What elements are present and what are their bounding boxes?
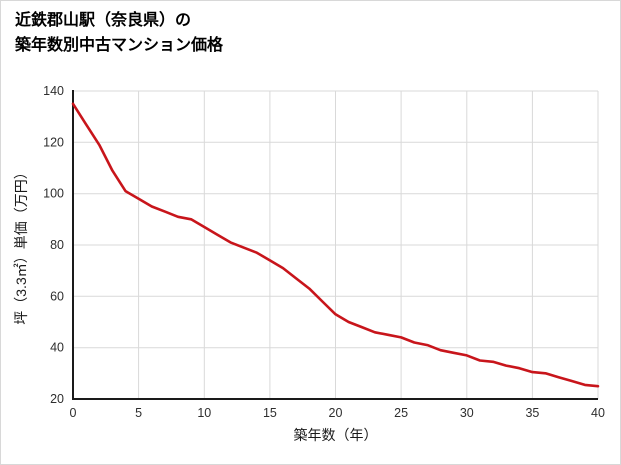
svg-text:15: 15 — [263, 406, 277, 420]
svg-text:0: 0 — [70, 406, 77, 420]
svg-text:10: 10 — [197, 406, 211, 420]
svg-text:40: 40 — [591, 406, 605, 420]
x-axis-label: 築年数（年） — [293, 427, 378, 443]
svg-text:5: 5 — [135, 406, 142, 420]
svg-text:60: 60 — [50, 289, 64, 303]
svg-text:80: 80 — [50, 238, 64, 252]
svg-text:140: 140 — [43, 84, 64, 98]
svg-text:30: 30 — [460, 406, 474, 420]
y-axis-label: 坪（3.3㎡）単価（万円） — [13, 165, 29, 325]
svg-text:120: 120 — [43, 135, 64, 149]
chart-title: 近鉄郡山駅（奈良県）の 築年数別中古マンション価格 — [15, 9, 223, 59]
svg-text:40: 40 — [50, 341, 64, 355]
chart-title-line2: 築年数別中古マンション価格 — [15, 36, 224, 54]
svg-text:100: 100 — [43, 187, 64, 201]
svg-text:20: 20 — [329, 406, 343, 420]
svg-text:25: 25 — [394, 406, 408, 420]
svg-text:35: 35 — [525, 406, 539, 420]
chart-title-line1: 近鉄郡山駅（奈良県）の — [15, 12, 192, 29]
svg-text:20: 20 — [50, 392, 64, 406]
